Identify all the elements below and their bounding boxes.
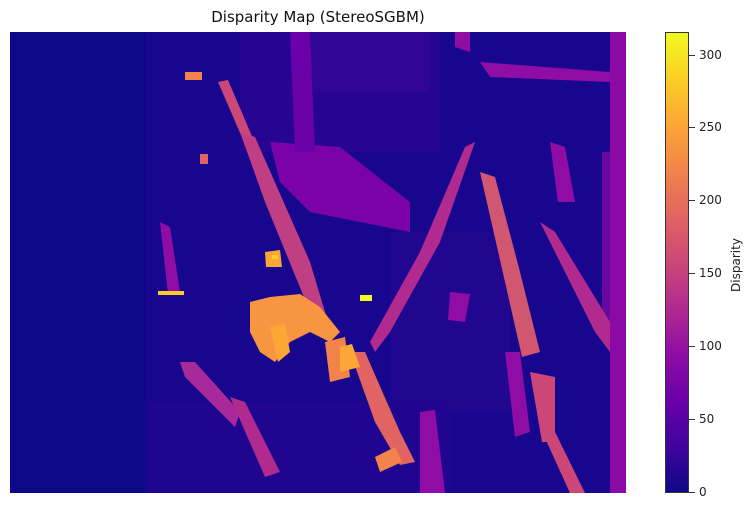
colorbar-label: Disparity — [729, 238, 743, 292]
disparity-map-image — [10, 32, 626, 493]
colorbar-tick-label: 0 — [699, 485, 707, 499]
colorbar-tick — [689, 492, 695, 493]
colorbar-tick — [689, 200, 695, 201]
colorbar-tick — [689, 273, 695, 274]
colorbar-tick-label: 200 — [699, 193, 722, 207]
colorbar-tick — [689, 346, 695, 347]
colorbar-tick-label: 300 — [699, 48, 722, 62]
colorbar — [665, 32, 689, 493]
colorbar-tick — [689, 55, 695, 56]
chart-title: Disparity Map (StereoSGBM) — [211, 8, 425, 26]
colorbar-tick — [689, 127, 695, 128]
colorbar-tick-label: 100 — [699, 339, 722, 353]
colorbar-tick-label: 150 — [699, 266, 722, 280]
colorbar-tick — [689, 419, 695, 420]
colorbar-tick-label: 250 — [699, 120, 722, 134]
colorbar-tick-label: 50 — [699, 412, 715, 426]
